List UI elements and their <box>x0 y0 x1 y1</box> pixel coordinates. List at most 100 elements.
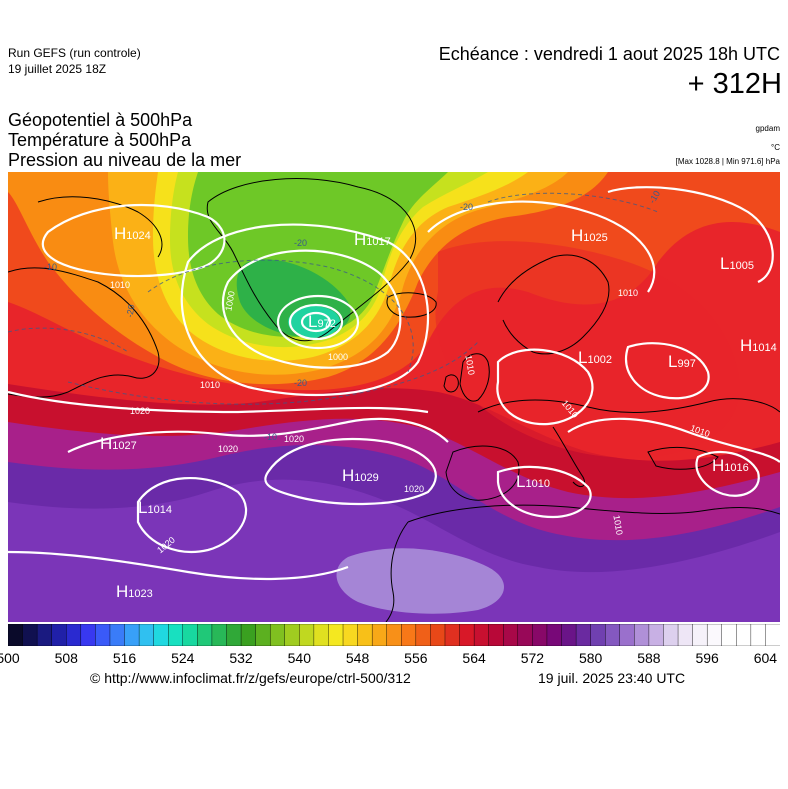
colorbar-swatch <box>357 624 373 646</box>
pressure-range: [Max 1028.8 | Min 971.6] hPa <box>675 157 780 166</box>
weather-map[interactable]: H1024 H1017 H1025 L1005 H1014 L972 L1002… <box>8 172 780 622</box>
unit-gpdam: gpdam <box>755 124 780 133</box>
colorbar-tick-label: 588 <box>637 650 661 666</box>
colorbar-swatch <box>36 624 53 646</box>
pressure-center-h1025: H1025 <box>571 226 608 246</box>
colorbar-swatch <box>240 624 257 646</box>
isobar-label: 1000 <box>328 352 349 362</box>
pressure-center-h1029: H1029 <box>342 466 379 486</box>
colorbar-swatch <box>444 624 461 646</box>
colorbar-tick-label: 572 <box>520 650 545 666</box>
pressure-type: H <box>342 466 355 485</box>
colorbar-swatch <box>95 624 111 646</box>
colorbar-swatch <box>415 624 431 646</box>
colorbar-swatch <box>692 624 708 646</box>
map-svg <box>8 172 780 622</box>
colorbar-swatch <box>721 624 737 646</box>
colorbar-tick-label: 564 <box>462 650 486 666</box>
colorbar-swatch <box>138 624 155 646</box>
isobar-label: 1020 <box>284 434 305 444</box>
title-pressure: Pression au niveau de la mer <box>8 150 242 170</box>
colorbar-swatch <box>503 624 519 646</box>
pressure-center-l1005: L1005 <box>720 254 754 274</box>
echeance-label: Echéance : vendredi 1 aout 2025 18h UTC <box>438 44 780 64</box>
colorbar-swatch <box>211 624 227 646</box>
colorbar-tick-label: 548 <box>345 650 370 666</box>
pressure-center-h1023: H1023 <box>116 582 153 602</box>
pressure-type: H <box>712 456 725 475</box>
pressure-type: H <box>571 226 584 245</box>
pressure-value: 1005 <box>729 260 754 272</box>
colorbar-tick-label: 524 <box>171 650 195 666</box>
pressure-center-h1016: H1016 <box>712 456 749 476</box>
colorbar-swatch <box>401 624 417 646</box>
colorbar-swatch <box>109 624 126 646</box>
isobar-label: 1020 <box>218 444 239 454</box>
pressure-center-l1002: L1002 <box>578 348 612 368</box>
pressure-value: 997 <box>677 358 696 370</box>
pressure-value: 972 <box>317 318 336 330</box>
colorbar-swatch <box>561 624 577 646</box>
pressure-center-l1010: L1010 <box>516 472 550 492</box>
colorbar-tick-label: 580 <box>578 650 603 666</box>
colorbar-swatch <box>575 624 592 646</box>
isotherm-label: -20 <box>460 202 474 212</box>
footer-url[interactable]: © http://www.infoclimat.fr/z/gefs/europe… <box>90 670 411 686</box>
pressure-value: 1014 <box>752 342 777 354</box>
colorbar-swatch <box>430 624 446 646</box>
colorbar <box>8 624 780 646</box>
colorbar-swatch <box>342 624 359 646</box>
isobar-label: 1010 <box>618 288 639 298</box>
colorbar-swatch <box>590 624 606 646</box>
colorbar-tick-label: 540 <box>287 650 311 666</box>
colorbar-swatch <box>66 624 82 646</box>
title-geopotential: Géopotentiel à 500hPa <box>8 110 193 130</box>
colorbar-swatch <box>386 624 402 646</box>
pressure-value: 1027 <box>112 440 137 452</box>
colorbar-swatch <box>546 624 563 646</box>
isobars <box>8 186 780 581</box>
colorbar-swatch <box>706 624 723 646</box>
pressure-value: 1002 <box>587 354 612 366</box>
pressure-value: 1023 <box>128 588 153 600</box>
isobar-label: 1020 <box>404 484 425 494</box>
colorbar-swatch <box>459 624 475 646</box>
colorbar-swatch <box>488 624 504 646</box>
band-lavender <box>336 548 505 614</box>
pressure-type: L <box>578 348 588 367</box>
colorbar-swatch <box>619 624 635 646</box>
colorbar-swatch <box>255 624 271 646</box>
colorbar-tick-label: 500 <box>0 650 20 666</box>
isobar-label: 1010 <box>200 380 221 390</box>
pressure-value: 1025 <box>583 232 608 244</box>
pressure-center-h1017: H1017 <box>354 230 391 250</box>
isotherm-label: -10 <box>44 262 58 272</box>
pressure-center-h1027: H1027 <box>100 434 137 454</box>
pressure-type: L <box>720 254 730 273</box>
isotherm-label: -20 <box>294 378 308 388</box>
pressure-type: H <box>114 224 127 243</box>
low-core-teal <box>288 306 340 338</box>
pressure-type: L <box>308 312 318 331</box>
run-label: Run GEFS (run controle) <box>8 46 141 60</box>
colorbar-swatch <box>663 624 679 646</box>
colorbar-swatch <box>80 624 96 646</box>
pressure-type: H <box>740 336 753 355</box>
colorbar-swatch <box>765 624 780 646</box>
colorbar-swatch <box>8 624 24 646</box>
pressure-value: 1029 <box>354 472 379 484</box>
colorbar-swatch <box>284 624 300 646</box>
coastlines <box>8 178 780 622</box>
pressure-value: 1014 <box>147 504 172 516</box>
colorbar-swatch <box>736 624 752 646</box>
colorbar-swatch <box>269 624 286 646</box>
pressure-type: H <box>116 582 129 601</box>
colorbar-tick-label: 516 <box>112 650 137 666</box>
pressure-center-l1014: L1014 <box>138 498 172 518</box>
colorbar-swatch <box>313 624 329 646</box>
band-red-east <box>435 241 740 458</box>
colorbar-tick-label: 556 <box>404 650 428 666</box>
pressure-type: L <box>138 498 148 517</box>
isotherms <box>8 192 659 405</box>
colorbar-swatch <box>226 624 242 646</box>
